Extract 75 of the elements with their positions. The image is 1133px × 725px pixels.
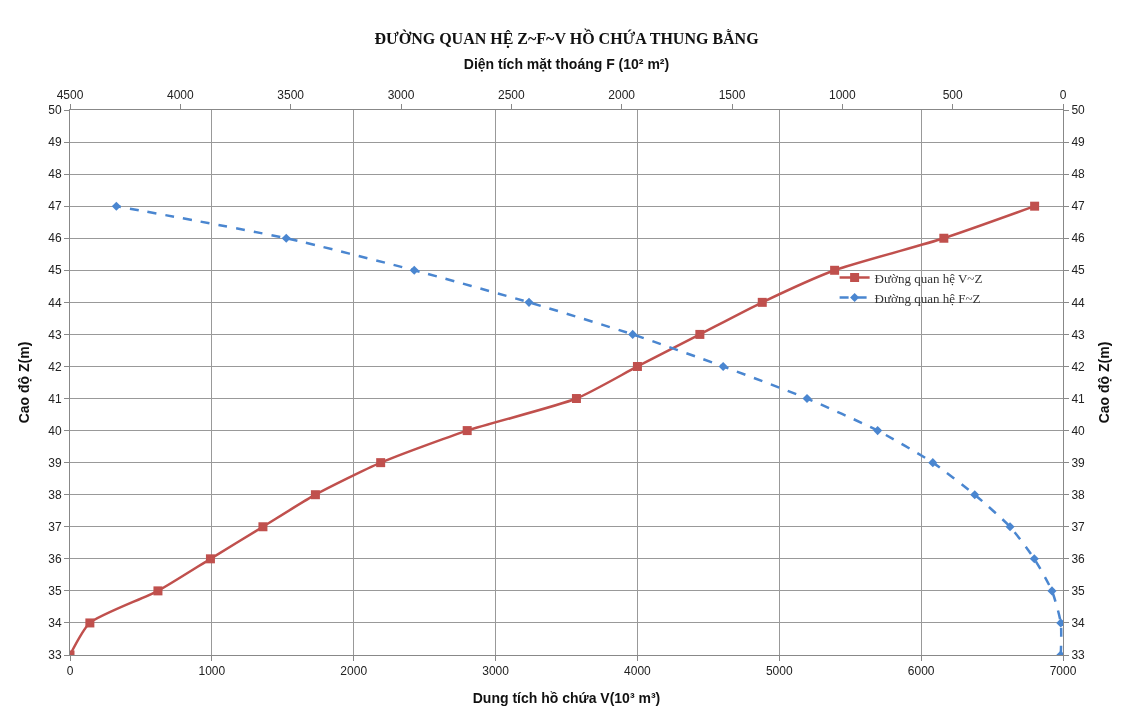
- y-tick-label: 43: [48, 327, 62, 342]
- x2-tick-label: 1000: [828, 88, 856, 103]
- point: [153, 586, 163, 596]
- y2-tick-label: 37: [1071, 519, 1086, 534]
- y-tick-label: 33: [48, 648, 62, 663]
- y-tick-label: 42: [48, 359, 62, 374]
- x2-tick-label: 4500: [56, 88, 84, 103]
- point: [376, 458, 386, 468]
- point: [205, 554, 215, 564]
- y-tick-label: 47: [48, 199, 62, 214]
- x-tick-label: 3000: [482, 664, 510, 679]
- y2-tick-label: 33: [1071, 648, 1086, 663]
- x2-tick-label: 500: [942, 88, 963, 103]
- chart-title: ĐƯỜNG QUAN HỆ Z~F~V HỒ CHỨA THUNG BẰNG: [374, 27, 760, 48]
- y2-tick-label: 47: [1071, 199, 1086, 214]
- point: [258, 522, 268, 532]
- y-tick-label: 35: [48, 584, 62, 599]
- x2-axis-title: Diện tích mặt thoáng F (10² m²): [463, 55, 670, 72]
- y2-tick-label: 38: [1071, 487, 1086, 502]
- x2-tick-label: 4000: [166, 88, 194, 103]
- point: [310, 490, 320, 500]
- point: [462, 426, 472, 436]
- x-tick-label: 0: [66, 664, 74, 679]
- y-tick-label: 34: [48, 616, 62, 631]
- y-tick-label: 48: [48, 167, 62, 182]
- x2-tick-label: 1500: [718, 88, 746, 103]
- y2-tick-label: 41: [1071, 391, 1086, 406]
- x-axis-title: Dung tích hồ chứa V(10³ m³): [472, 689, 661, 706]
- x-tick-label: 1000: [198, 664, 226, 679]
- y2-tick-label: 34: [1071, 616, 1086, 631]
- y2-tick-label: 39: [1071, 455, 1086, 470]
- point: [632, 361, 642, 371]
- x-tick-label: 2000: [340, 664, 368, 679]
- y2-tick-label: 50: [1071, 103, 1086, 118]
- x2-tick-label: 2500: [497, 88, 525, 103]
- point: [85, 618, 95, 628]
- y2-tick-label: 40: [1071, 423, 1086, 438]
- y-tick-label: 37: [48, 519, 62, 534]
- x2-tick-label: 3000: [387, 88, 415, 103]
- y2-tick-label: 36: [1071, 552, 1086, 567]
- point: [571, 394, 581, 404]
- x-tick-label: 7000: [1049, 664, 1077, 679]
- y2-tick-label: 35: [1071, 584, 1086, 599]
- y2-tick-label: 43: [1071, 327, 1086, 342]
- x-tick-label: 5000: [765, 664, 793, 679]
- x-tick-label: 4000: [624, 664, 652, 679]
- y-tick-label: 36: [48, 552, 62, 567]
- y-tick-label: 44: [48, 295, 62, 310]
- y-axis-title: Cao độ Z(m): [15, 341, 32, 424]
- y-tick-label: 50: [48, 103, 62, 118]
- point: [695, 329, 705, 339]
- legend-label: Đường quan hệ F~Z: [874, 290, 981, 306]
- legend-label: Đường quan hệ V~Z: [874, 270, 983, 286]
- y2-tick-label: 49: [1071, 135, 1086, 150]
- point: [939, 233, 949, 243]
- y2-tick-label: 45: [1071, 263, 1086, 278]
- y-tick-label: 45: [48, 263, 62, 278]
- point: [830, 265, 840, 275]
- y-tick-label: 49: [48, 135, 62, 150]
- y2-tick-label: 44: [1071, 295, 1086, 310]
- point: [1030, 201, 1040, 211]
- y-tick-label: 40: [48, 423, 62, 438]
- y2-tick-label: 48: [1071, 167, 1086, 182]
- y-tick-label: 41: [48, 391, 62, 406]
- x2-tick-label: 3500: [277, 88, 305, 103]
- y2-tick-label: 42: [1071, 359, 1086, 374]
- point: [757, 297, 767, 307]
- x2-tick-label: 2000: [608, 88, 636, 103]
- y2-axis-title: Cao độ Z(m): [1096, 341, 1113, 424]
- x2-tick-label: 0: [1059, 88, 1067, 103]
- x-tick-label: 6000: [907, 664, 935, 679]
- y2-tick-label: 46: [1071, 231, 1086, 246]
- y-tick-label: 39: [48, 455, 62, 470]
- y-tick-label: 38: [48, 487, 62, 502]
- y-tick-label: 46: [48, 231, 62, 246]
